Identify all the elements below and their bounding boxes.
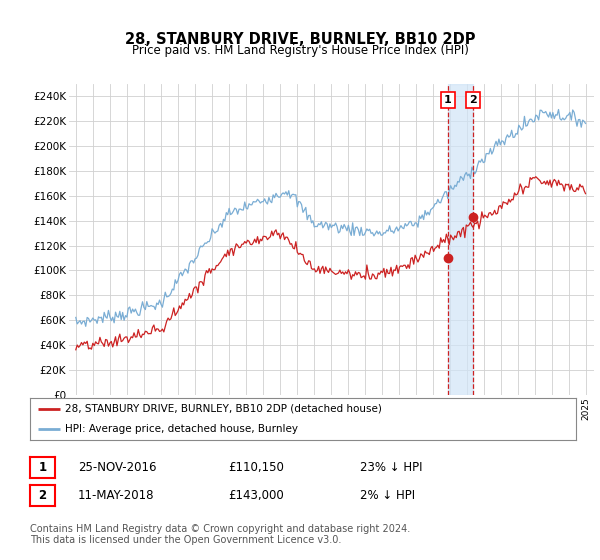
Text: Contains HM Land Registry data © Crown copyright and database right 2024.
This d: Contains HM Land Registry data © Crown c… bbox=[30, 524, 410, 545]
Text: 28, STANBURY DRIVE, BURNLEY, BB10 2DP: 28, STANBURY DRIVE, BURNLEY, BB10 2DP bbox=[125, 32, 475, 46]
Text: 23% ↓ HPI: 23% ↓ HPI bbox=[360, 461, 422, 474]
Text: 28, STANBURY DRIVE, BURNLEY, BB10 2DP (detached house): 28, STANBURY DRIVE, BURNLEY, BB10 2DP (d… bbox=[65, 404, 382, 414]
Text: 1: 1 bbox=[444, 95, 452, 105]
Text: £110,150: £110,150 bbox=[228, 461, 284, 474]
Bar bbox=[448, 84, 473, 395]
Text: 2: 2 bbox=[469, 95, 477, 105]
Text: 25-NOV-2016: 25-NOV-2016 bbox=[78, 461, 157, 474]
Text: Price paid vs. HM Land Registry's House Price Index (HPI): Price paid vs. HM Land Registry's House … bbox=[131, 44, 469, 57]
Text: £143,000: £143,000 bbox=[228, 489, 284, 502]
Text: 1: 1 bbox=[38, 461, 47, 474]
Text: 11-MAY-2018: 11-MAY-2018 bbox=[78, 489, 155, 502]
Text: 2: 2 bbox=[38, 489, 47, 502]
Text: HPI: Average price, detached house, Burnley: HPI: Average price, detached house, Burn… bbox=[65, 424, 298, 434]
Text: 2% ↓ HPI: 2% ↓ HPI bbox=[360, 489, 415, 502]
